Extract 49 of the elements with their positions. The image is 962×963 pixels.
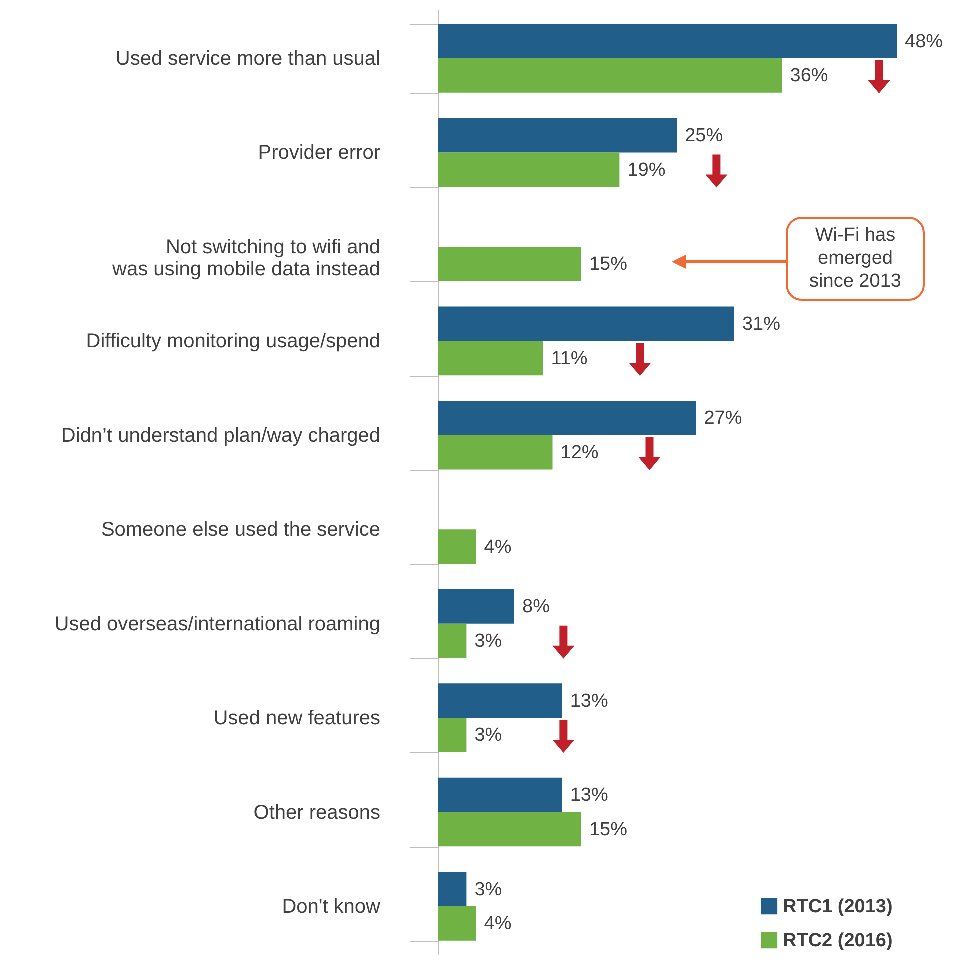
- data-label: 15%: [589, 254, 628, 276]
- data-label: 4%: [484, 914, 512, 935]
- bar: [438, 778, 562, 812]
- y-tick-label: Provider error: [258, 142, 381, 164]
- bar: [438, 118, 678, 153]
- bar: [438, 306, 734, 342]
- y-tick-label: Difficulty monitoring usage/spend: [86, 330, 380, 353]
- annotation: Wi-Fi has emerged since 2013: [786, 217, 925, 302]
- bar: [438, 401, 696, 436]
- data-label: 8%: [522, 596, 550, 618]
- y-tick-label: Don't know: [282, 896, 382, 918]
- bar: [438, 24, 897, 59]
- bar: [438, 435, 553, 470]
- bar: [438, 530, 476, 564]
- y-tick-label: Used overseas/international roaming: [54, 613, 380, 636]
- bar: [438, 906, 476, 941]
- bar: [438, 718, 467, 752]
- bar: [438, 872, 467, 906]
- data-label: 13%: [570, 690, 608, 712]
- bar: [438, 589, 514, 624]
- bar: [438, 684, 562, 718]
- bar: [438, 624, 467, 658]
- data-label: 13%: [570, 785, 608, 806]
- y-tick-label: Used service more than usual: [116, 48, 380, 70]
- bar: [438, 58, 782, 93]
- data-label: 4%: [484, 536, 512, 558]
- y-tick-label: Other reasons: [254, 802, 380, 824]
- y-tick-label: Someone else used the service: [101, 519, 380, 542]
- bar: [438, 246, 582, 282]
- y-tick-label: Used new features: [214, 708, 380, 730]
- data-label: 11%: [551, 348, 588, 370]
- data-label: 36%: [790, 66, 828, 87]
- y-tick-label: Not switching to wifi and was using mobile data instead: [112, 236, 380, 280]
- bar: [438, 812, 582, 847]
- legend-label: RTC2 (2016): [783, 930, 893, 952]
- data-label: 25%: [685, 126, 724, 147]
- bar: [438, 341, 544, 376]
- data-label: 48%: [905, 31, 944, 52]
- data-label: 31%: [742, 314, 781, 335]
- bar: [438, 152, 620, 188]
- data-label: 19%: [628, 160, 666, 181]
- data-label: 27%: [704, 408, 742, 430]
- y-tick-label: Didn’t understand plan/way charged: [61, 424, 380, 447]
- data-label: 3%: [474, 879, 502, 900]
- data-label: 3%: [474, 725, 502, 746]
- data-label: 12%: [560, 442, 599, 464]
- data-label: 15%: [589, 819, 628, 840]
- legend-label: RTC1 (2013): [783, 896, 893, 918]
- data-label: 3%: [474, 631, 502, 652]
